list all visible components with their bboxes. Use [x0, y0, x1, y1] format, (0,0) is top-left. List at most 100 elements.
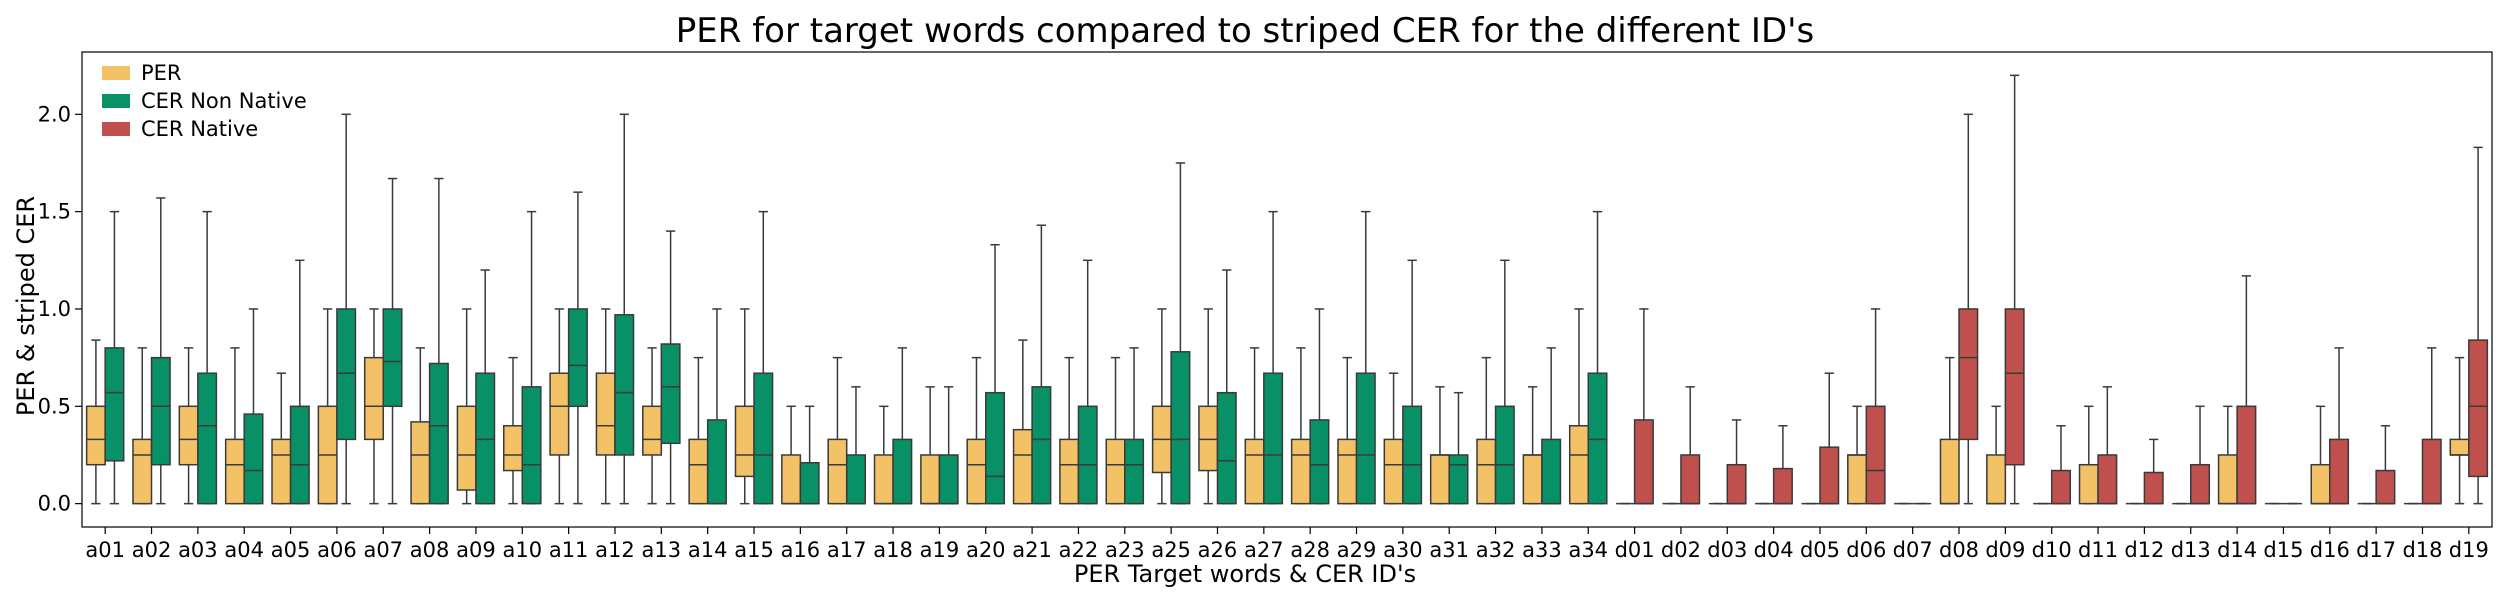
iqr-box	[1105, 438, 1126, 505]
x-tick-label: a01	[85, 538, 125, 562]
box-cer-non-native-a19	[938, 386, 959, 505]
box-cer-native-d17	[2375, 425, 2396, 505]
iqr-box	[428, 362, 449, 505]
x-tick-label: a05	[271, 538, 311, 562]
iqr-box	[1244, 438, 1265, 505]
x-tick-label: d06	[1846, 538, 1886, 562]
iqr-box	[289, 405, 310, 505]
iqr-box	[642, 405, 663, 456]
x-tick-label: a20	[966, 538, 1006, 562]
box-cer-non-native-a11	[567, 191, 588, 505]
x-tick-label: a18	[873, 538, 913, 562]
x-tick-label: a25	[1151, 538, 1191, 562]
iqr-box	[132, 438, 153, 505]
box-per-a27	[1244, 347, 1265, 505]
x-tick-label: d10	[2032, 538, 2072, 562]
iqr-box	[1077, 405, 1098, 505]
box-per-a32	[1476, 356, 1497, 505]
iqr-box	[2310, 463, 2331, 505]
box-cer-non-native-a02	[150, 197, 171, 505]
iqr-box	[2097, 454, 2118, 505]
x-tick-label: d08	[1939, 538, 1979, 562]
x-tick-label: a02	[132, 538, 172, 562]
x-tick-label: a12	[595, 538, 635, 562]
iqr-box	[892, 438, 913, 505]
box-cer-native-d13	[2190, 405, 2211, 505]
box-per-a22	[1059, 356, 1080, 505]
box-cer-non-native-a08	[428, 177, 449, 505]
box-cer-native-d02	[1680, 386, 1701, 505]
box-cer-native-d18	[2421, 347, 2442, 505]
x-tick-label: d19	[2449, 538, 2489, 562]
box-per-d19	[2449, 356, 2470, 505]
iqr-box	[2421, 438, 2442, 505]
box-cer-native-d16	[2329, 347, 2350, 505]
x-tick-label: d01	[1615, 538, 1655, 562]
box-per-a08	[410, 347, 431, 505]
iqr-box	[2236, 405, 2257, 505]
iqr-box	[271, 438, 292, 505]
x-tick-label: d07	[1893, 538, 1933, 562]
y-tick-label: 1.5	[38, 200, 71, 224]
iqr-box	[1939, 438, 1960, 505]
box-cer-non-native-a17	[845, 386, 867, 505]
x-tick-label: d17	[2356, 538, 2396, 562]
x-tick-label: a15	[734, 538, 774, 562]
iqr-box	[2050, 469, 2071, 505]
x-tick-label: a03	[178, 538, 218, 562]
iqr-box	[1031, 386, 1052, 505]
iqr-box	[1772, 467, 1793, 505]
x-tick-label: a28	[1290, 538, 1330, 562]
iqr-box	[845, 454, 867, 505]
x-tick-label: a29	[1337, 538, 1377, 562]
x-tick-label: a32	[1476, 538, 1516, 562]
iqr-box	[243, 413, 264, 505]
box-per-a14	[688, 356, 709, 505]
box-cer-non-native-a30	[1402, 259, 1423, 505]
box-cer-non-native-a15	[753, 210, 774, 505]
x-tick-label: d04	[1754, 538, 1794, 562]
box-per-a17	[827, 356, 848, 505]
box-per-d08	[1939, 356, 1960, 505]
x-tick-label: d03	[1707, 538, 1747, 562]
iqr-box	[781, 454, 802, 505]
iqr-box	[1124, 438, 1145, 505]
x-tick-label: a23	[1105, 538, 1145, 562]
x-tick-label: a26	[1198, 538, 1238, 562]
box-cer-non-native-a28	[1309, 308, 1330, 505]
x-tick-label: a34	[1568, 538, 1608, 562]
box-cer-non-native-a20	[985, 243, 1006, 505]
box-per-a34	[1568, 308, 1590, 505]
box-per-d06	[1847, 405, 1868, 505]
iqr-box	[475, 372, 496, 505]
box-cer-non-native-a04	[243, 308, 264, 505]
iqr-box	[178, 405, 199, 466]
box-per-a10	[503, 356, 524, 505]
box-per-d14	[2217, 405, 2238, 505]
iqr-box	[1337, 438, 1358, 505]
x-tick-label: a19	[920, 538, 960, 562]
x-tick-label: a13	[642, 538, 682, 562]
legend-label: CER Native	[141, 117, 258, 141]
box-per-a13	[642, 347, 663, 505]
iqr-box	[920, 454, 941, 505]
box-cer-native-d08	[1958, 113, 1979, 505]
box-per-d16	[2310, 405, 2331, 505]
iqr-box	[799, 462, 820, 505]
box-cer-native-d19	[2468, 146, 2489, 505]
iqr-box	[1198, 405, 1219, 472]
box-per-a18	[873, 405, 894, 505]
iqr-box	[1448, 454, 1469, 505]
iqr-box	[104, 347, 125, 462]
x-tick-label: a14	[688, 538, 728, 562]
box-cer-native-d14	[2236, 275, 2257, 505]
box-cer-non-native-a27	[1263, 210, 1284, 505]
iqr-box	[382, 308, 403, 408]
box-per-d11	[2078, 405, 2099, 505]
legend-label: PER	[141, 61, 182, 85]
box-cer-non-native-a18	[892, 347, 913, 505]
x-tick-label: a16	[781, 538, 821, 562]
iqr-box	[410, 421, 431, 505]
box-cer-non-native-a09	[475, 269, 496, 505]
